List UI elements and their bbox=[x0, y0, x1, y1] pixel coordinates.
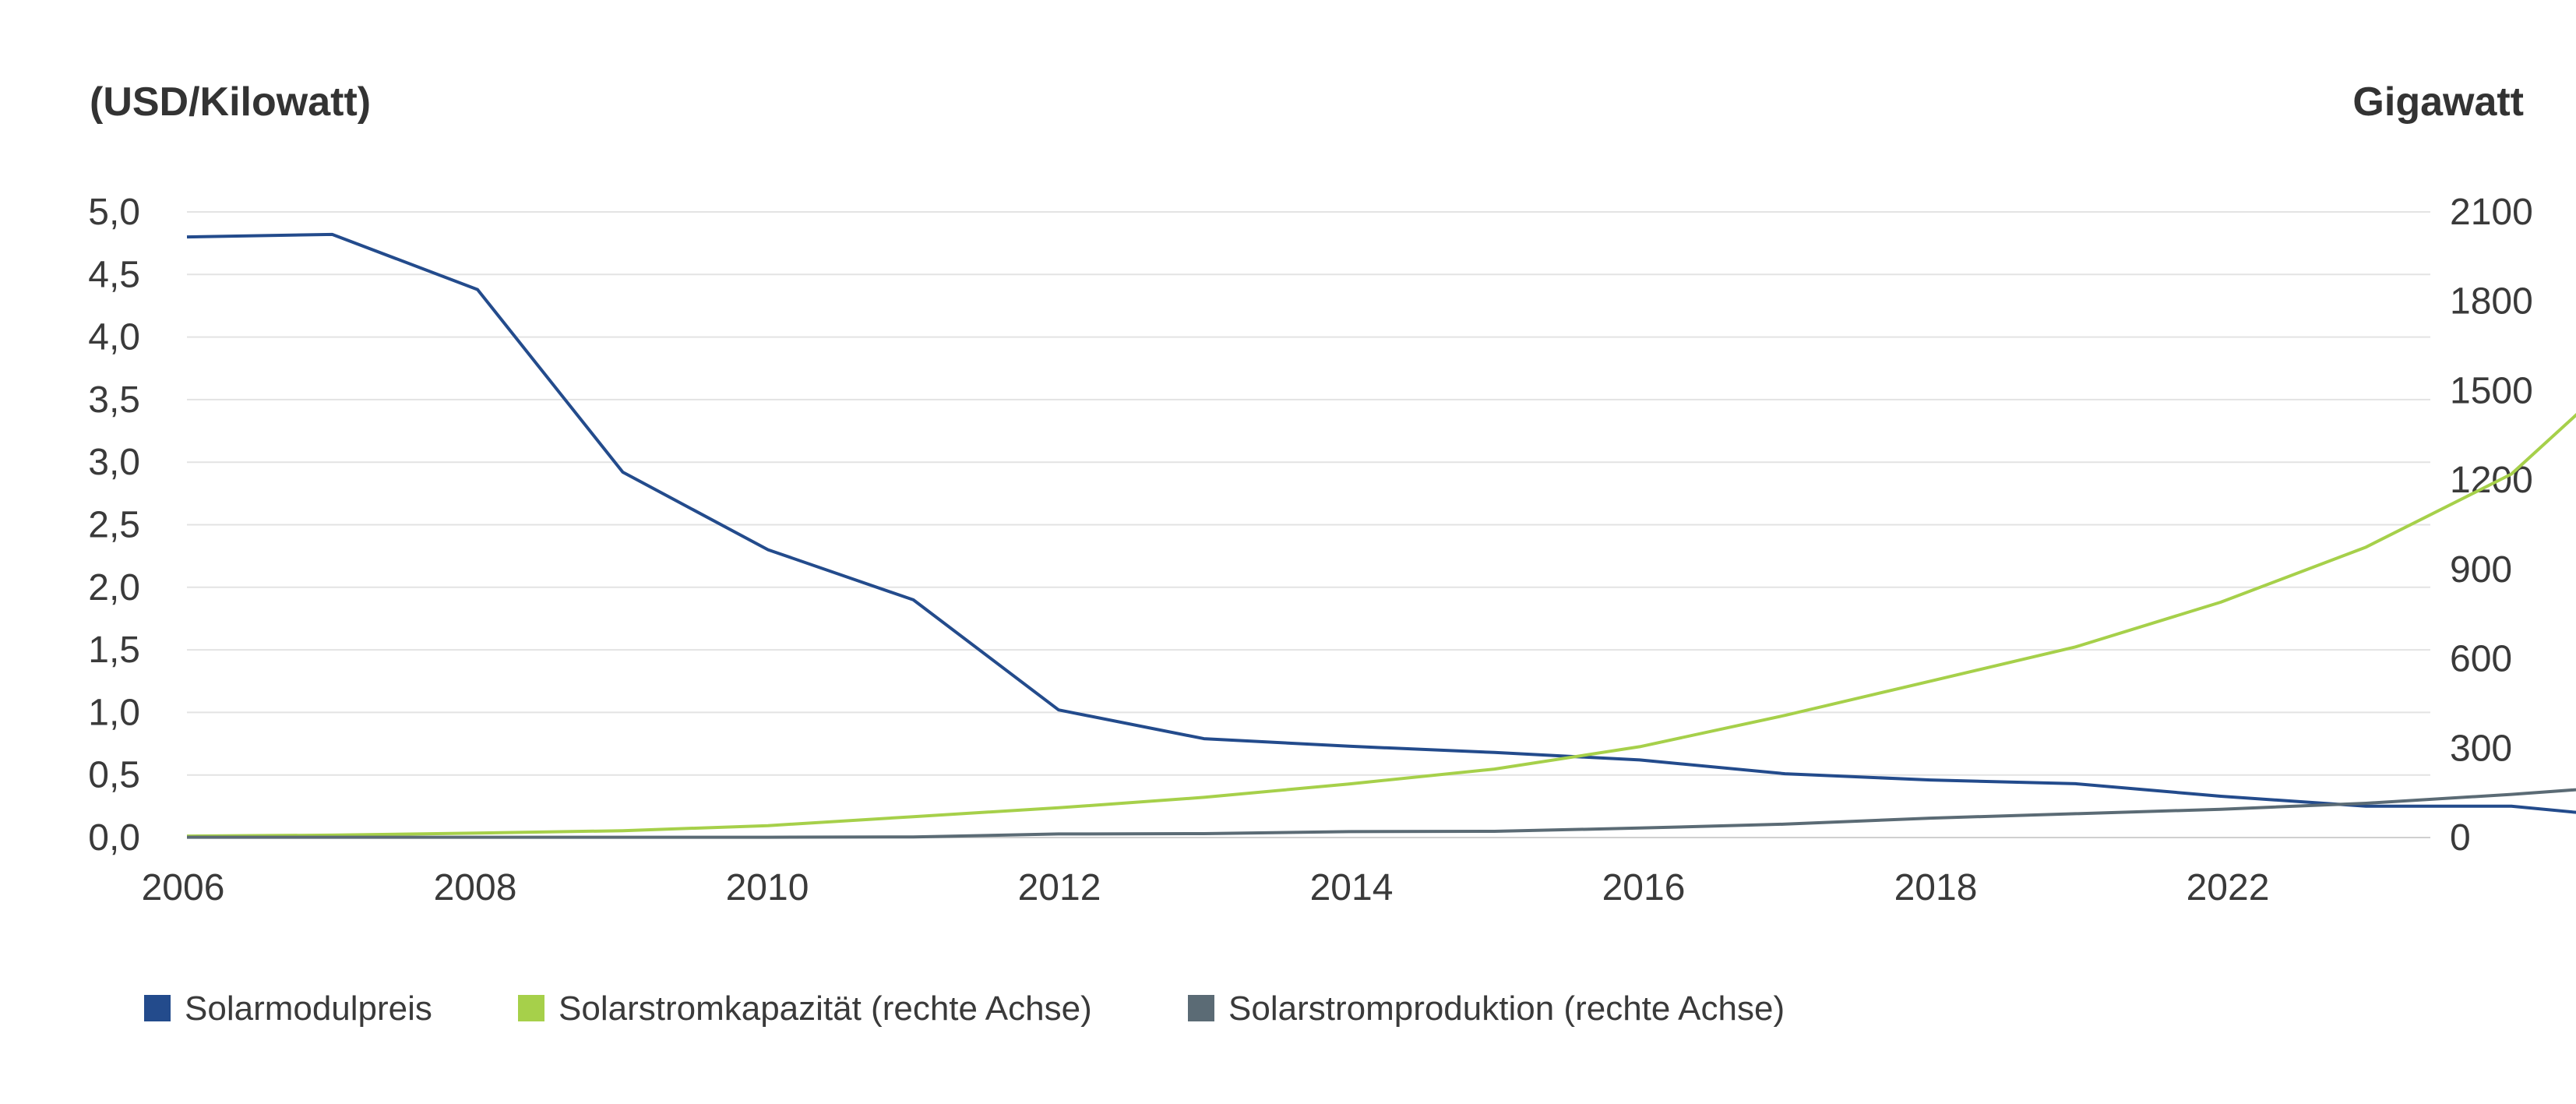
left-axis-title: (USD/Kilowatt) bbox=[90, 79, 371, 125]
x-tick-label: 2018 bbox=[1894, 867, 1978, 908]
right-tick-label: 2100 bbox=[2450, 192, 2533, 233]
legend-label: Solarstromkapazität (rechte Achse) bbox=[559, 989, 1092, 1028]
x-tick-label: 2012 bbox=[1018, 867, 1101, 908]
right-tick-label: 300 bbox=[2450, 728, 2512, 769]
solarstromkapazitaet-line bbox=[186, 413, 2576, 838]
solarmodulpreis-line bbox=[186, 232, 2576, 814]
x-tick-label: 2008 bbox=[434, 867, 517, 908]
left-tick-label: 3,5 bbox=[88, 379, 140, 421]
solarstromproduktion-line bbox=[187, 788, 2576, 839]
left-tick-label: 4,0 bbox=[88, 317, 140, 358]
series-lines bbox=[186, 232, 2576, 839]
right-axis-title: Gigawatt bbox=[2352, 79, 2524, 125]
left-tick-label: 5,0 bbox=[88, 192, 140, 233]
left-tick-label: 1,5 bbox=[88, 630, 140, 671]
legend-swatch bbox=[518, 995, 544, 1021]
left-tick-label: 2,0 bbox=[88, 567, 140, 608]
right-tick-label: 900 bbox=[2450, 549, 2512, 591]
x-tick-label: 2022 bbox=[2187, 867, 2270, 908]
left-tick-label: 0,5 bbox=[88, 755, 140, 796]
left-tick-label: 3,0 bbox=[88, 442, 140, 483]
legend-swatch bbox=[144, 995, 171, 1021]
left-axis-ticks: 0,0 0,5 1,0 1,5 2,0 2,5 3,0 3,5 4,0 4,5 5,0 bbox=[88, 192, 140, 859]
legend-swatch bbox=[1188, 995, 1214, 1021]
legend-label: Solarstromproduktion (rechte Achse) bbox=[1228, 989, 1785, 1028]
x-tick-label: 2016 bbox=[1602, 867, 1686, 908]
legend: Solarmodulpreis Solarstromkapazität (rech… bbox=[144, 989, 1785, 1028]
left-tick-label: 2,5 bbox=[88, 505, 140, 546]
left-tick-label: 0,0 bbox=[88, 817, 140, 859]
x-tick-label: 2006 bbox=[142, 867, 225, 908]
x-tick-label: 2014 bbox=[1310, 867, 1394, 908]
right-tick-label: 1800 bbox=[2450, 281, 2533, 323]
legend-label: Solarmodulpreis bbox=[185, 989, 432, 1028]
x-axis-ticks: 2006 2008 2010 2012 2014 2016 2018 2022 bbox=[142, 867, 2270, 908]
right-tick-label: 600 bbox=[2450, 639, 2512, 680]
right-tick-label: 0 bbox=[2450, 817, 2471, 859]
right-tick-label: 1500 bbox=[2450, 370, 2533, 411]
left-tick-label: 4,5 bbox=[88, 254, 140, 295]
x-tick-label: 2010 bbox=[726, 867, 809, 908]
left-tick-label: 1,0 bbox=[88, 692, 140, 733]
